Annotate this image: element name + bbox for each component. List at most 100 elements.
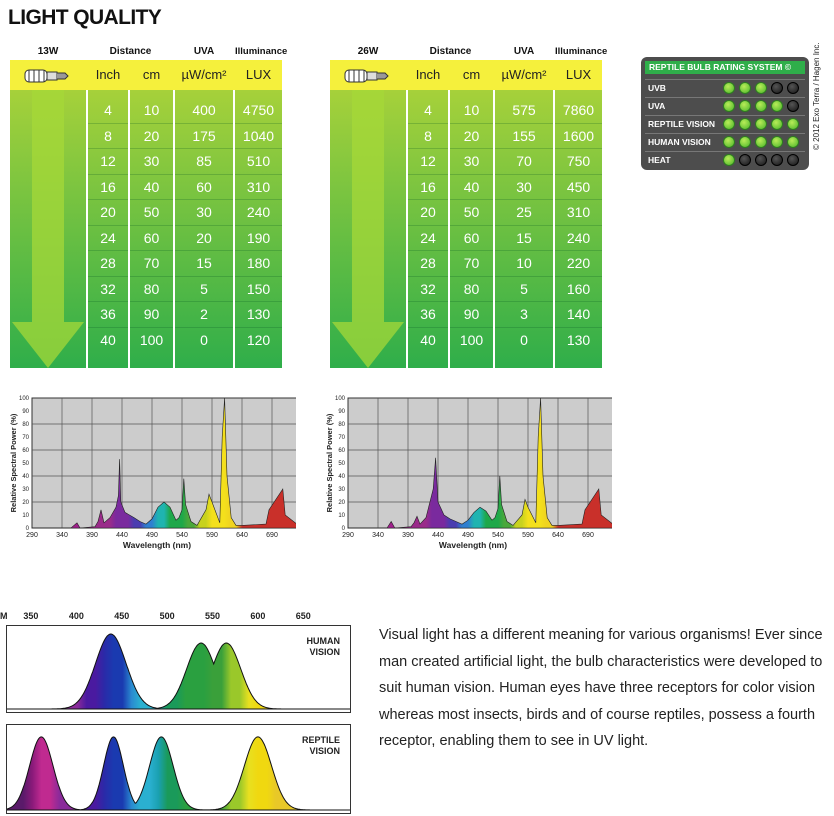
row-divider [495, 301, 553, 302]
x-tick-label: 590 [522, 532, 534, 539]
cm-value: 80 [143, 280, 160, 297]
row-divider [408, 122, 448, 124]
row-divider [555, 224, 602, 226]
row-divider [235, 275, 282, 277]
inch-value: 32 [420, 280, 436, 297]
lux-value: 240 [566, 229, 591, 246]
y-tick-label: 20 [338, 500, 345, 506]
row-divider [450, 122, 493, 124]
rating-row: HEAT [645, 151, 805, 168]
rating-dot [739, 100, 751, 112]
row-divider [408, 301, 448, 302]
inch-value: 28 [100, 255, 116, 271]
rating-dot [739, 136, 751, 148]
rating-dot [771, 82, 783, 94]
row-divider [88, 301, 128, 302]
y-tick-label: 50 [22, 461, 29, 467]
row-divider [408, 275, 448, 277]
uva-header: UVA [513, 46, 535, 57]
rating-dot [739, 118, 751, 130]
row-divider [408, 224, 448, 226]
y-tick-label: 60 [22, 448, 29, 454]
rating-dot [739, 154, 751, 166]
rating-title: REPTILE BULB RATING SYSTEM © [645, 61, 805, 74]
cm-value: 50 [463, 204, 480, 220]
row-divider [175, 148, 233, 149]
row-divider [88, 148, 128, 149]
lux-value: 190 [246, 229, 271, 246]
lux-value: 240 [246, 204, 271, 220]
inch-value: 8 [104, 127, 112, 144]
scale-unit-label: M [0, 611, 8, 621]
lux-value: 130 [566, 331, 591, 348]
cm-value: 60 [143, 229, 160, 246]
row-divider [555, 301, 602, 302]
rating-label: HUMAN VISION [648, 137, 711, 147]
row-divider [450, 199, 493, 200]
row-divider [88, 275, 128, 277]
inch-value: 20 [420, 204, 436, 220]
lux-value: 450 [566, 178, 591, 195]
cm-value: 10 [463, 102, 480, 118]
distance-header: Distance [429, 46, 472, 57]
illuminance-header: Illuminance [235, 46, 288, 57]
cm-value: 60 [463, 229, 480, 246]
inch-subheader: Inch [415, 67, 441, 82]
illuminance-header: Illuminance [555, 46, 608, 57]
uva-value: 3 [520, 306, 528, 322]
x-tick-label: 640 [552, 532, 564, 539]
table-column-bg [555, 90, 602, 368]
uva-value: 5 [200, 280, 208, 297]
y-tick-label: 0 [26, 526, 30, 532]
row-divider [88, 250, 128, 251]
row-divider [555, 326, 602, 328]
scale-tick-label: 350 [23, 611, 39, 621]
human-vision-label: HUMAN VISION [306, 636, 341, 657]
y-tick-label: 50 [338, 461, 345, 467]
row-divider [495, 199, 553, 200]
cm-value: 70 [463, 255, 480, 271]
y-tick-label: 80 [338, 422, 345, 428]
table-column-bg [175, 90, 233, 368]
uva-value: 10 [516, 255, 532, 271]
lux-value: 130 [246, 306, 271, 322]
y-tick-label: 30 [338, 487, 345, 493]
lux-value: 310 [566, 204, 591, 220]
inch-value: 36 [100, 306, 116, 322]
sensitivity-curve [7, 736, 350, 811]
reptile-vision-label: REPTILE VISION [301, 735, 340, 756]
wattage-label: 26W [357, 46, 379, 57]
uva-unit-subheader: µW/cm² [181, 67, 227, 82]
x-tick-label: 540 [176, 532, 188, 539]
uva-value: 0 [520, 331, 528, 348]
lux-value: 4750 [242, 102, 275, 118]
row-divider [88, 173, 128, 175]
uva-value: 15 [516, 229, 532, 246]
row-divider [130, 173, 173, 175]
rating-dot [723, 100, 735, 112]
row-divider [88, 326, 128, 328]
row-divider [235, 148, 282, 149]
x-tick-label: 490 [146, 532, 158, 539]
uva-value: 400 [192, 102, 216, 118]
rating-dot [787, 136, 799, 148]
lux-value: 160 [566, 280, 591, 297]
row-divider [495, 122, 553, 124]
y-tick-label: 70 [22, 435, 29, 441]
plot-area [347, 397, 612, 529]
lux-value: 120 [246, 331, 271, 348]
sensitivity-curve [7, 633, 350, 710]
row-divider [495, 224, 553, 226]
cm-value: 30 [143, 153, 160, 169]
cfl-bulb-icon [344, 69, 389, 83]
inch-value: 40 [420, 331, 436, 348]
row-divider [555, 199, 602, 200]
row-divider [88, 122, 128, 124]
uva-value: 20 [196, 229, 212, 246]
rating-dot [723, 118, 735, 130]
x-axis-label: Wavelength (nm) [439, 540, 507, 550]
copyright-note: © 2012 Exo Terra / Hagen Inc. [812, 42, 821, 150]
y-tick-label: 30 [22, 487, 29, 493]
row-divider [235, 173, 282, 175]
row-divider [408, 173, 448, 175]
